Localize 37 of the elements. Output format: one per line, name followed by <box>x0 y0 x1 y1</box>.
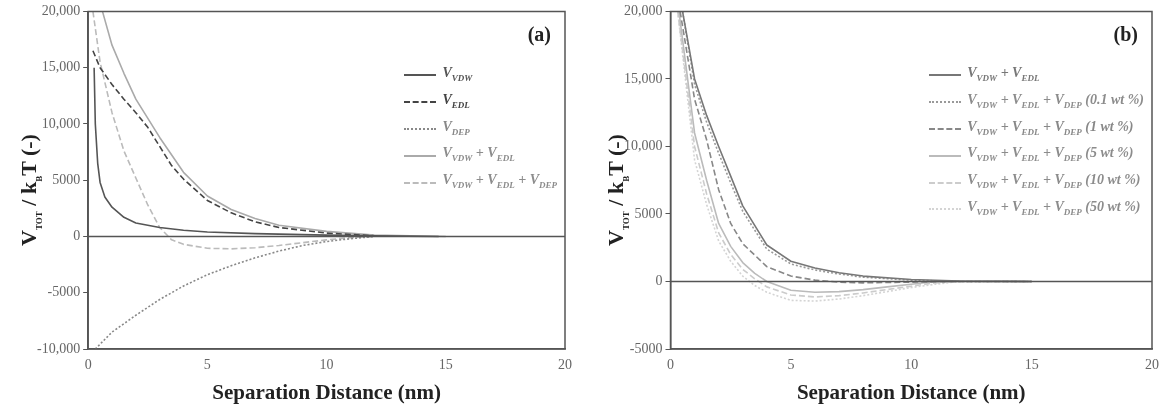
legend-label: V$_{DEP}$ <box>442 117 470 139</box>
annotation: (a) <box>527 22 551 46</box>
legend-label: V$_{VDW}$ + V$_{EDL}$ + V$_{DEP}$ (50 wt %) <box>967 198 1141 219</box>
x-axis-title: Separation Distance (nm) <box>796 379 1026 404</box>
legend-label: V$_{VDW}$ + V$_{EDL}$ + V$_{DEP}$ (5 wt %) <box>967 144 1134 166</box>
legend-label: V$_{VDW}$ + V$_{EDL}$ <box>967 64 1040 85</box>
annotation: (b) <box>1113 22 1138 46</box>
x-tick-label: 5 <box>787 357 795 373</box>
x-axis-title: Separation Distance (nm) <box>212 379 441 404</box>
y-tick-label: -5000 <box>629 340 663 356</box>
y-tick-label: 10,000 <box>41 115 81 131</box>
y-tick-label: 15,000 <box>624 70 663 86</box>
x-tick-label: 10 <box>904 357 919 373</box>
y-tick-label: -10,000 <box>36 340 81 356</box>
x-tick-label: 0 <box>84 357 92 373</box>
y-tick-label: -5000 <box>47 284 81 300</box>
x-tick-label: 20 <box>1145 357 1159 373</box>
y-tick-label: 5000 <box>52 171 81 187</box>
y-tick-label: 20,000 <box>624 3 663 19</box>
legend-label: V$_{EDL}$ <box>442 90 470 112</box>
y-tick-label: 15,000 <box>41 59 81 75</box>
y-tick-label: 5000 <box>634 205 663 221</box>
legend-label: V$_{VDW}$ + V$_{EDL}$ + V$_{DEP}$ (0.1 wt %) <box>967 90 1144 112</box>
x-tick-label: 10 <box>319 357 334 373</box>
x-tick-label: 15 <box>1024 357 1039 373</box>
legend-label: V$_{VDW}$ + V$_{EDL}$ + V$_{DEP}$ <box>442 171 557 192</box>
y-tick-label: 0 <box>655 273 663 289</box>
x-tick-label: 15 <box>438 357 453 373</box>
legend-label: V$_{VDW}$ + V$_{EDL}$ <box>442 144 515 166</box>
legend-label: V$_{VDW}$ <box>442 64 473 85</box>
y-tick-label: 20,000 <box>41 3 81 19</box>
y-tick-label: 0 <box>73 228 81 244</box>
x-tick-label: 0 <box>667 357 674 373</box>
x-tick-label: 5 <box>203 357 211 373</box>
legend-label: V$_{VDW}$ + V$_{EDL}$ + V$_{DEP}$ (10 wt %) <box>967 171 1141 192</box>
legend-label: V$_{VDW}$ + V$_{EDL}$ + V$_{DEP}$ (1 wt %) <box>967 117 1134 139</box>
x-tick-label: 20 <box>558 357 572 373</box>
